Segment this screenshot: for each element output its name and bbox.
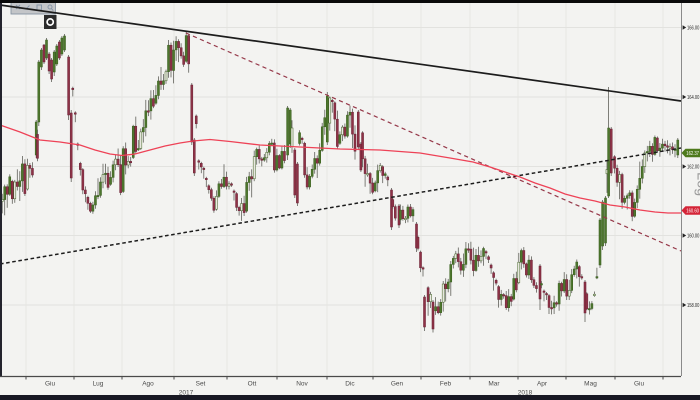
svg-text:Feb: Feb xyxy=(440,381,452,388)
svg-text:2017: 2017 xyxy=(179,390,194,397)
svg-text:162.00: 162.00 xyxy=(687,165,699,171)
svg-text:Mag: Mag xyxy=(584,381,597,388)
svg-text:Ago: Ago xyxy=(142,381,154,388)
svg-text:Lug: Lug xyxy=(93,381,104,388)
svg-text:162.37: 162.37 xyxy=(686,151,699,157)
svg-text:Apr: Apr xyxy=(537,381,548,388)
svg-text:Ott: Ott xyxy=(248,381,257,388)
svg-text:164.00: 164.00 xyxy=(687,95,699,101)
svg-text:Log: Log xyxy=(694,172,700,196)
svg-text:Gen: Gen xyxy=(391,381,404,388)
svg-text:2018: 2018 xyxy=(518,390,533,397)
svg-text:Giu: Giu xyxy=(634,381,645,388)
svg-text:Dic: Dic xyxy=(345,381,355,388)
svg-text:Set: Set xyxy=(196,381,206,388)
svg-text:160.60: 160.60 xyxy=(686,209,699,215)
svg-text:158.00: 158.00 xyxy=(687,303,699,309)
svg-text:Giu: Giu xyxy=(45,381,56,388)
svg-text:160.00: 160.00 xyxy=(687,234,699,240)
svg-text:166.00: 166.00 xyxy=(687,26,699,32)
svg-text:Mar: Mar xyxy=(488,381,500,388)
svg-text:Nov: Nov xyxy=(296,381,308,388)
